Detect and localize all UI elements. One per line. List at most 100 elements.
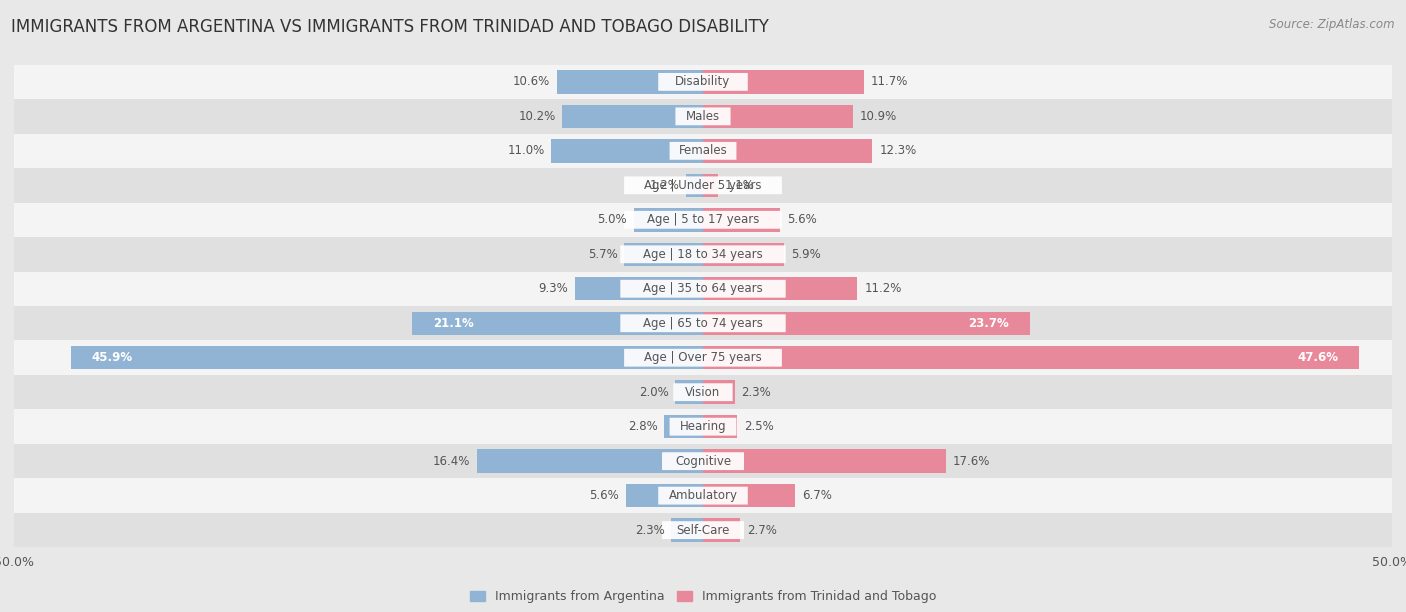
Text: Age | Under 5 years: Age | Under 5 years (644, 179, 762, 192)
Text: 21.1%: 21.1% (433, 317, 474, 330)
Text: 5.6%: 5.6% (589, 489, 619, 502)
Bar (703, 70, 865, 94)
Text: 11.0%: 11.0% (508, 144, 544, 157)
FancyBboxPatch shape (669, 142, 737, 160)
Bar (14, 168, 1392, 203)
Text: 5.0%: 5.0% (598, 214, 627, 226)
Bar (551, 139, 703, 163)
Bar (703, 484, 796, 507)
Legend: Immigrants from Argentina, Immigrants from Trinidad and Tobago: Immigrants from Argentina, Immigrants fr… (465, 585, 941, 608)
Bar (14, 99, 1392, 133)
Bar (703, 277, 858, 300)
Text: 11.2%: 11.2% (865, 282, 901, 295)
Text: Females: Females (679, 144, 727, 157)
Text: 16.4%: 16.4% (433, 455, 470, 468)
FancyBboxPatch shape (620, 280, 786, 297)
Bar (412, 312, 703, 335)
Text: Vision: Vision (685, 386, 721, 398)
Text: Age | Over 75 years: Age | Over 75 years (644, 351, 762, 364)
Text: 5.7%: 5.7% (588, 248, 617, 261)
Bar (14, 237, 1392, 272)
Text: 2.7%: 2.7% (747, 524, 778, 537)
FancyBboxPatch shape (624, 349, 782, 367)
Bar (703, 312, 1029, 335)
Bar (14, 65, 1392, 99)
Bar (703, 139, 873, 163)
FancyBboxPatch shape (658, 487, 748, 504)
Bar (671, 518, 703, 542)
Bar (14, 203, 1392, 237)
Text: Self-Care: Self-Care (676, 524, 730, 537)
Text: 10.2%: 10.2% (519, 110, 555, 123)
Bar (703, 208, 780, 231)
Bar (557, 70, 703, 94)
Bar (14, 306, 1392, 340)
Text: 12.3%: 12.3% (879, 144, 917, 157)
Bar (703, 174, 718, 197)
Bar (703, 381, 735, 404)
Bar (14, 340, 1392, 375)
Text: 5.9%: 5.9% (792, 248, 821, 261)
Bar (575, 277, 703, 300)
Text: 1.1%: 1.1% (725, 179, 755, 192)
Bar (477, 449, 703, 473)
Bar (14, 409, 1392, 444)
Bar (626, 484, 703, 507)
Text: Disability: Disability (675, 75, 731, 88)
Text: Hearing: Hearing (679, 420, 727, 433)
Text: 11.7%: 11.7% (872, 75, 908, 88)
Text: 9.3%: 9.3% (538, 282, 568, 295)
Bar (675, 381, 703, 404)
Text: Age | 5 to 17 years: Age | 5 to 17 years (647, 214, 759, 226)
Text: 5.6%: 5.6% (787, 214, 817, 226)
Bar (703, 105, 853, 128)
Text: 2.0%: 2.0% (638, 386, 669, 398)
Bar (665, 415, 703, 438)
Text: Source: ZipAtlas.com: Source: ZipAtlas.com (1270, 18, 1395, 31)
Bar (14, 375, 1392, 409)
Text: 10.6%: 10.6% (513, 75, 550, 88)
Text: 2.3%: 2.3% (741, 386, 772, 398)
Text: 17.6%: 17.6% (952, 455, 990, 468)
Text: Age | 35 to 64 years: Age | 35 to 64 years (643, 282, 763, 295)
Bar (14, 133, 1392, 168)
FancyBboxPatch shape (620, 315, 786, 332)
Bar (634, 208, 703, 231)
Bar (703, 449, 945, 473)
Text: Age | 18 to 34 years: Age | 18 to 34 years (643, 248, 763, 261)
Bar (14, 513, 1392, 547)
Bar (14, 479, 1392, 513)
Text: 6.7%: 6.7% (803, 489, 832, 502)
Bar (703, 346, 1358, 370)
FancyBboxPatch shape (673, 383, 733, 401)
Text: 1.2%: 1.2% (650, 179, 679, 192)
FancyBboxPatch shape (669, 418, 737, 436)
Bar (703, 415, 738, 438)
Text: 23.7%: 23.7% (969, 317, 1010, 330)
Text: 2.8%: 2.8% (628, 420, 658, 433)
FancyBboxPatch shape (662, 452, 744, 470)
Bar (686, 174, 703, 197)
Text: Age | 65 to 74 years: Age | 65 to 74 years (643, 317, 763, 330)
Text: Ambulatory: Ambulatory (668, 489, 738, 502)
Text: IMMIGRANTS FROM ARGENTINA VS IMMIGRANTS FROM TRINIDAD AND TOBAGO DISABILITY: IMMIGRANTS FROM ARGENTINA VS IMMIGRANTS … (11, 18, 769, 36)
Bar (703, 242, 785, 266)
Text: 10.9%: 10.9% (860, 110, 897, 123)
Bar (703, 518, 740, 542)
Bar (70, 346, 703, 370)
FancyBboxPatch shape (658, 73, 748, 91)
Text: 2.5%: 2.5% (744, 420, 775, 433)
Bar (624, 242, 703, 266)
FancyBboxPatch shape (620, 245, 786, 263)
Text: 45.9%: 45.9% (91, 351, 132, 364)
Bar (14, 444, 1392, 479)
Bar (14, 272, 1392, 306)
Text: 2.3%: 2.3% (634, 524, 665, 537)
Text: 47.6%: 47.6% (1298, 351, 1339, 364)
FancyBboxPatch shape (624, 211, 782, 229)
Bar (562, 105, 703, 128)
Text: Cognitive: Cognitive (675, 455, 731, 468)
FancyBboxPatch shape (675, 108, 731, 125)
Text: Males: Males (686, 110, 720, 123)
FancyBboxPatch shape (624, 176, 782, 194)
